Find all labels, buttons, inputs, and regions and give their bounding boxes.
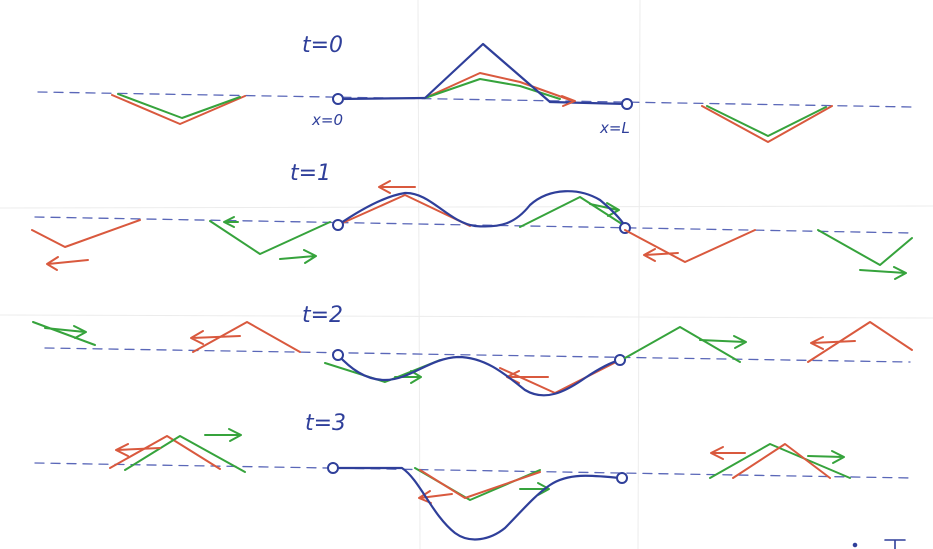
- image-pulse-right-red-t3: [732, 443, 831, 479]
- axis-line-t0: [37, 91, 913, 108]
- arrow-green-left-t1a: [223, 216, 239, 228]
- axis-line-t3: [34, 462, 913, 479]
- image-pulse-right-green-t3: [709, 443, 851, 479]
- image-pulse-left-red-t3: [109, 435, 221, 470]
- panel-t2: t=2: [32, 303, 913, 397]
- fixed-end-right-t3: [616, 472, 628, 484]
- panel-t1: t=1: [31, 161, 913, 280]
- time-label-t1: t=1: [290, 161, 331, 186]
- time-label-t0: t=0: [302, 33, 343, 58]
- axis-line-t2: [44, 347, 911, 363]
- image-pulse-right-red-t2: [807, 321, 913, 363]
- arrow-green-right-t3c: [807, 450, 845, 464]
- image-pulse-left-red-t0: [111, 94, 246, 125]
- arrow-red-left-t1a: [46, 256, 89, 271]
- image-pulse-left-red-t2: [192, 321, 301, 353]
- arrow-green-right-t3a: [204, 428, 242, 442]
- label-x-L: x=L: [599, 119, 630, 137]
- arrow-red-left-t1c: [643, 248, 679, 262]
- arrow-green-right-t1a: [279, 249, 317, 264]
- string-segment-left-t0: [336, 96, 427, 101]
- image-pulse-left-green-t2: [32, 321, 96, 346]
- image-pulse-left-red-t1: [31, 219, 141, 248]
- arrow-red-left-t2c: [810, 336, 856, 350]
- arrow-green-right-t1b: [589, 202, 620, 217]
- image-pulse-left-green-t0: [117, 93, 241, 119]
- image-pulse-right-green-t2: [624, 326, 741, 363]
- image-pulse-right-green-t1: [817, 229, 913, 266]
- panel-t0: t=0 x=0 x=L: [37, 33, 913, 143]
- arrow-red-left-t3a: [115, 443, 161, 457]
- arrow-red-right-t0: [561, 95, 576, 107]
- image-pulse-right-red-t0: [701, 105, 833, 143]
- arrow-red-left-t2a: [190, 330, 241, 345]
- blue-string-t1: [336, 190, 627, 228]
- label-x-zero: x=0: [311, 111, 343, 129]
- red-pulse-t0: [424, 72, 574, 102]
- arrow-green-right-t2c: [699, 335, 747, 349]
- fixed-end-left-t2: [332, 349, 344, 361]
- fixed-end-left-t0: [332, 93, 344, 105]
- arrow-green-right-t2a: [44, 325, 87, 339]
- time-label-t3: t=3: [305, 411, 346, 436]
- fixed-end-left-t1: [332, 219, 344, 231]
- blue-string-t3: [331, 466, 622, 541]
- time-label-t2: t=2: [302, 303, 343, 328]
- image-pulse-left-green-t3: [124, 435, 246, 473]
- red-pulse-t3: [419, 469, 541, 499]
- image-pulse-right-green-t0: [706, 105, 827, 137]
- image-pulse-right-red-t1: [624, 229, 756, 263]
- fixed-end-right-t0: [621, 98, 633, 110]
- blue-string-t2: [336, 353, 622, 397]
- fixed-end-right-t2: [614, 354, 626, 366]
- stray-marks: [852, 539, 906, 549]
- green-pulse-t1: [519, 196, 626, 228]
- fixed-end-left-t3: [327, 462, 339, 474]
- red-pulse-t1: [337, 194, 471, 227]
- panel-t3: t=3: [34, 411, 913, 541]
- arrow-green-right-t1c: [859, 266, 907, 280]
- image-pulse-left-green-t1: [209, 220, 331, 255]
- arrow-red-left-t1b: [378, 180, 416, 194]
- blue-string-t0: [423, 42, 629, 106]
- arrow-red-left-t3c: [710, 446, 746, 460]
